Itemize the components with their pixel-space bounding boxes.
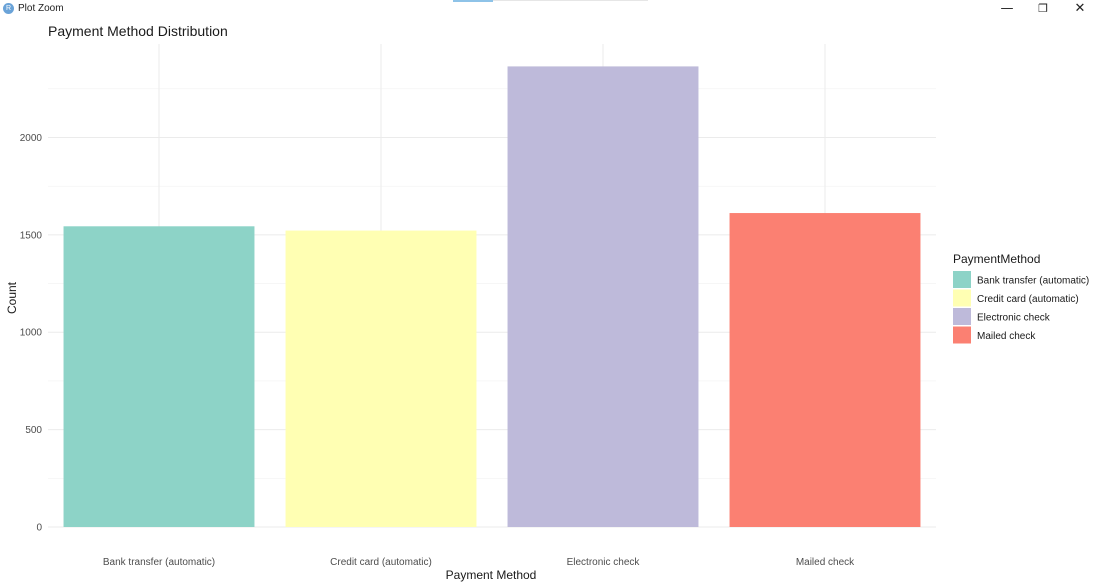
- y-tick-label: 1000: [20, 328, 43, 339]
- legend-title: PaymentMethod: [953, 252, 1040, 266]
- y-tick-label: 1500: [20, 230, 43, 241]
- app-icon: R: [3, 3, 14, 14]
- restore-icon: ❐: [1038, 2, 1048, 15]
- x-axis-title: Payment Method: [446, 568, 537, 582]
- minimize-button[interactable]: —: [989, 0, 1025, 18]
- bar: [285, 230, 477, 527]
- legend-label: Mailed check: [977, 331, 1036, 342]
- window-title: Plot Zoom: [18, 3, 64, 14]
- legend-swatch: [953, 289, 971, 307]
- bars: [63, 66, 921, 528]
- bar: [63, 226, 255, 527]
- x-tick-label: Credit card (automatic): [330, 557, 432, 568]
- y-axis-title: Count: [5, 281, 19, 314]
- close-button[interactable]: ✕: [1062, 0, 1098, 18]
- window-titlebar: R Plot Zoom — ❐ ✕: [0, 0, 1100, 18]
- x-tick-label: Electronic check: [567, 557, 641, 568]
- legend-label: Bank transfer (automatic): [977, 276, 1089, 287]
- y-tick-label: 500: [25, 425, 42, 436]
- x-tick-label: Mailed check: [796, 557, 855, 568]
- minimize-icon: —: [1000, 1, 1014, 16]
- chart-title: Payment Method Distribution: [48, 23, 228, 39]
- bar: [507, 66, 699, 527]
- legend-swatch: [953, 326, 971, 344]
- tab-indicator-track: [493, 0, 648, 1]
- legend-swatch: [953, 271, 971, 288]
- legend: PaymentMethod Bank transfer (automatic) C…: [953, 252, 1089, 344]
- legend-swatch: [953, 308, 971, 325]
- close-icon: ✕: [1074, 1, 1086, 16]
- tab-indicator: [453, 0, 493, 2]
- y-tick-label: 0: [36, 523, 42, 534]
- maximize-button[interactable]: ❐: [1025, 0, 1061, 18]
- axes: 0 500 1000 1500 2000 Bank transfer (automatic…: [20, 133, 855, 568]
- legend-label: Electronic check: [977, 313, 1051, 324]
- x-tick-label: Bank transfer (automatic): [103, 557, 215, 568]
- bar: [729, 213, 921, 528]
- legend-label: Credit card (automatic): [977, 294, 1079, 305]
- y-tick-label: 2000: [20, 133, 43, 144]
